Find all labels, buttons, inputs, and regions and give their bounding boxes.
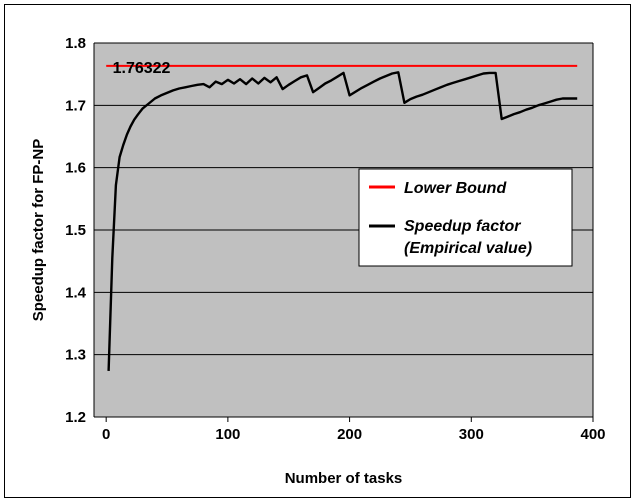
x-tick-label: 400 [580,426,605,443]
legend-label-speedup-line1: Speedup factor [404,218,521,235]
y-tick-label: 1.5 [65,222,86,239]
y-tick-label: 1.4 [65,284,87,301]
lower-bound-value-label: 1.76322 [113,60,171,77]
y-axis-title: Speedup factor for FP-NP [30,139,47,322]
y-tick-label: 1.2 [65,409,86,426]
x-tick-label: 300 [459,426,484,443]
x-tick-label: 200 [337,426,362,443]
y-tick-label: 1.3 [65,347,86,364]
y-tick-label: 1.8 [65,35,86,52]
legend: Lower Bound Speedup factor (Empirical va… [358,168,573,267]
axes [93,43,594,422]
x-tick-label: 100 [215,426,240,443]
x-tick-label: 0 [102,426,110,443]
y-tick-label: 1.7 [65,97,86,114]
legend-label-lower-bound: Lower Bound [404,180,507,197]
legend-label-speedup-line2: (Empirical value) [404,240,532,257]
y-tick-label: 1.6 [65,160,86,177]
legend-box [358,168,573,267]
series-line-speedup [107,71,578,371]
x-axis-title: Number of tasks [285,470,403,487]
tick-labels: 1.2 1.3 1.4 1.5 1.6 1.7 1.8 0 100 200 300 400 [65,35,605,443]
series-layer [106,64,578,371]
